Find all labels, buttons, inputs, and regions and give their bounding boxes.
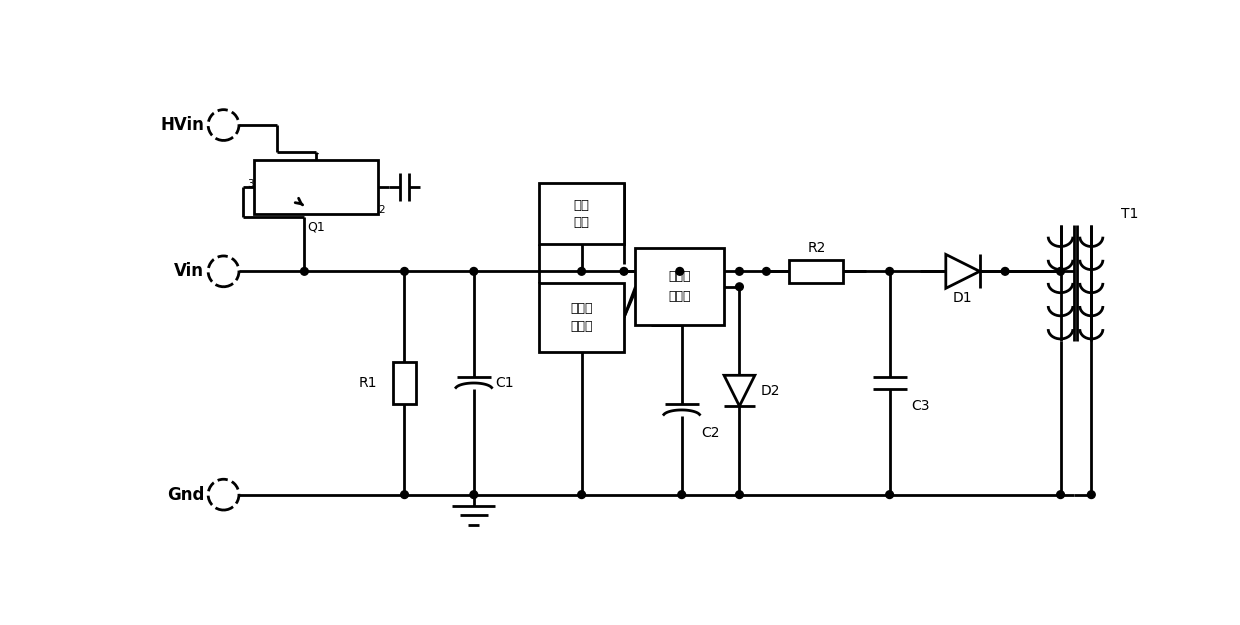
- Polygon shape: [724, 375, 755, 406]
- Text: 关模块: 关模块: [668, 290, 691, 303]
- Text: 理模块: 理模块: [570, 320, 593, 333]
- Circle shape: [470, 491, 477, 499]
- Text: R2: R2: [807, 241, 826, 255]
- Text: 模块: 模块: [574, 216, 589, 229]
- Circle shape: [401, 491, 408, 499]
- Circle shape: [1056, 491, 1064, 499]
- Text: 限流: 限流: [574, 199, 589, 212]
- Circle shape: [678, 491, 686, 499]
- Circle shape: [620, 268, 627, 275]
- Bar: [539, 283, 624, 352]
- Circle shape: [885, 268, 894, 275]
- Text: C1: C1: [495, 376, 515, 390]
- Text: D1: D1: [952, 291, 972, 305]
- Circle shape: [470, 268, 477, 275]
- Circle shape: [1056, 268, 1064, 275]
- Text: C2: C2: [701, 426, 719, 440]
- Text: 采样处: 采样处: [570, 302, 593, 315]
- Circle shape: [735, 268, 743, 275]
- Bar: [790, 260, 843, 283]
- Text: 3: 3: [247, 179, 254, 189]
- Text: HVin: HVin: [160, 116, 205, 134]
- Circle shape: [1087, 491, 1095, 499]
- Text: Q1: Q1: [308, 221, 325, 234]
- Text: T1: T1: [1121, 207, 1138, 221]
- Text: 2: 2: [378, 205, 384, 215]
- Text: R1: R1: [360, 376, 377, 390]
- Circle shape: [578, 491, 585, 499]
- Bar: [539, 182, 624, 244]
- Circle shape: [401, 268, 408, 275]
- Circle shape: [300, 268, 309, 275]
- Circle shape: [676, 268, 683, 275]
- Circle shape: [735, 283, 743, 291]
- Circle shape: [763, 268, 770, 275]
- Circle shape: [735, 491, 743, 499]
- Circle shape: [885, 491, 894, 499]
- Circle shape: [1001, 268, 1009, 275]
- Text: Vin: Vin: [175, 262, 205, 281]
- Text: 可控开: 可控开: [668, 270, 691, 283]
- Circle shape: [578, 268, 585, 275]
- Bar: [393, 362, 417, 404]
- Bar: [635, 248, 724, 325]
- Polygon shape: [946, 254, 980, 288]
- Text: -: -: [314, 146, 319, 161]
- Text: D2: D2: [761, 384, 780, 398]
- Bar: [254, 160, 377, 214]
- Text: Gnd: Gnd: [167, 486, 205, 504]
- Text: C3: C3: [911, 399, 930, 413]
